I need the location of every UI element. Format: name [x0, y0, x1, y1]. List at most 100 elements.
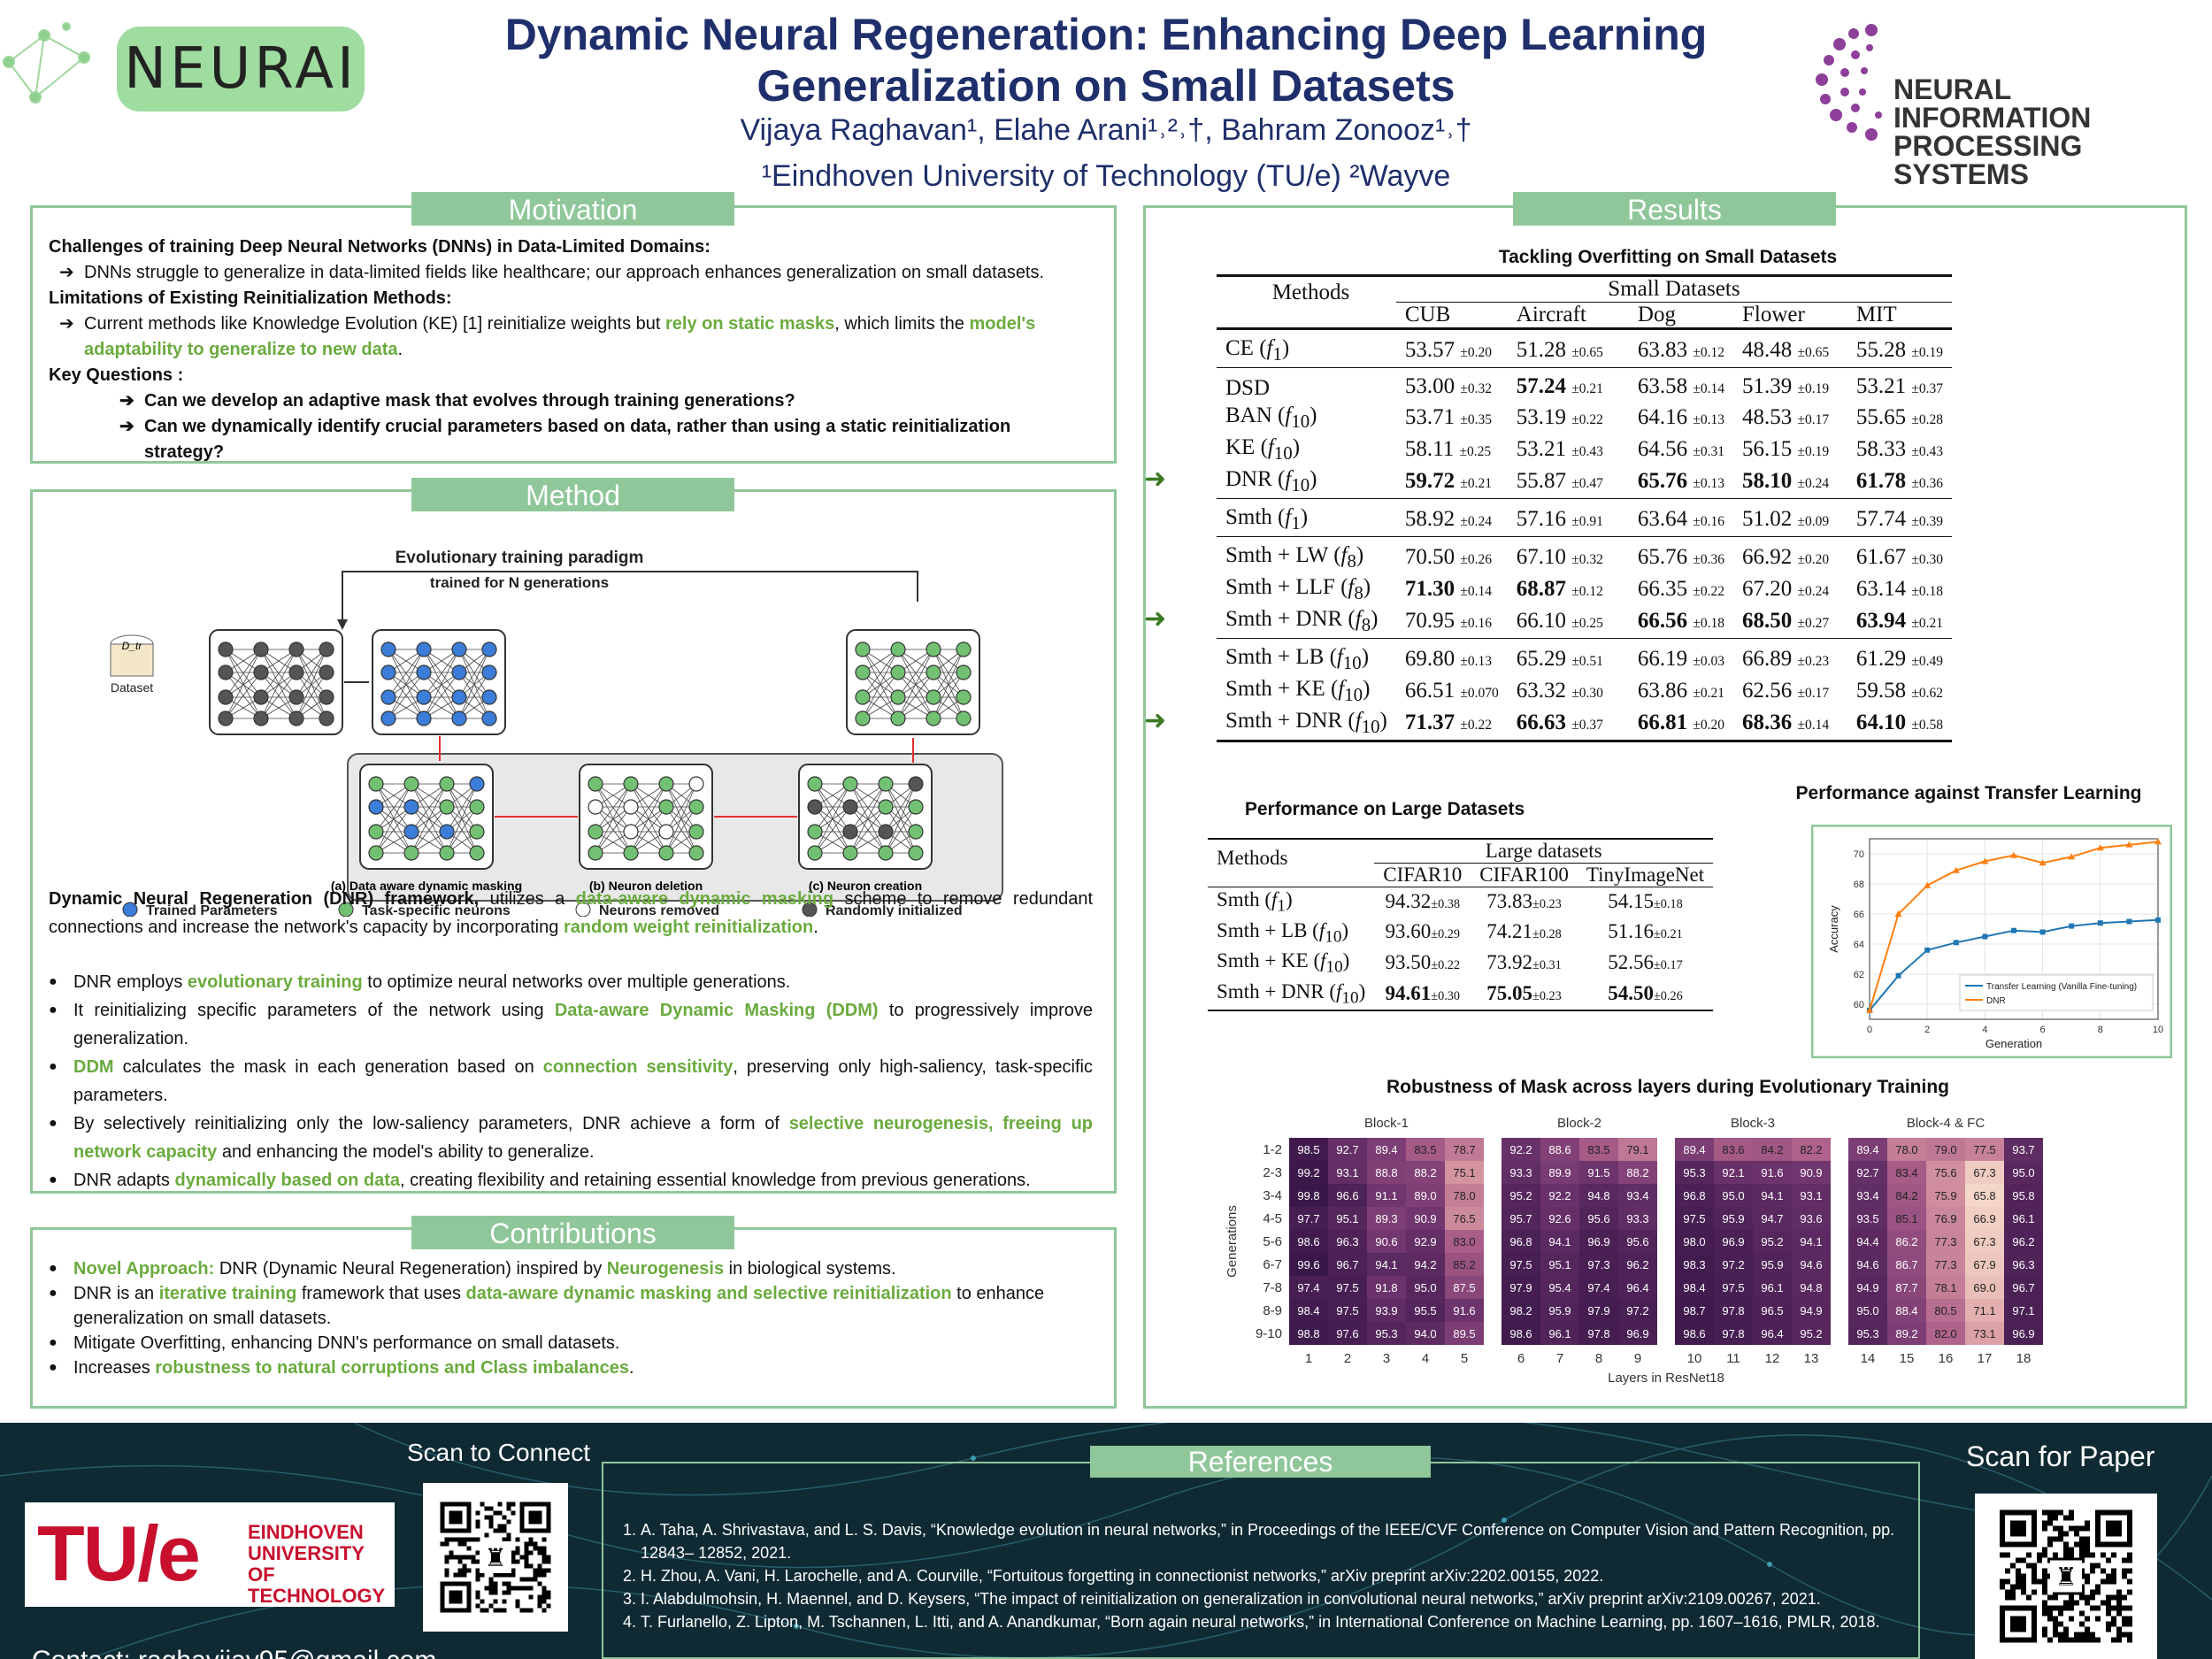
heatmap-cell: [1289, 1276, 1328, 1299]
qr-module: [2005, 1578, 2010, 1585]
neuron: [658, 799, 674, 815]
qr-module: [537, 1581, 542, 1586]
qr-module: [528, 1563, 534, 1569]
layer-tick: 17: [1978, 1351, 1993, 1366]
qr-module: [2085, 1600, 2090, 1606]
contact-email[interactable]: Contact: raghavijay95@gmail.com: [32, 1646, 436, 1659]
connect-qr-code[interactable]: ♜: [423, 1483, 568, 1632]
t2-row: Smth (f1) 94.32±0.38 73.83±0.23 54.15±0.18: [1208, 886, 1714, 918]
heatmap-cell: [1367, 1207, 1406, 1230]
t1-cell: 66.10 ±0.25: [1516, 608, 1603, 633]
qr-module: [537, 1594, 542, 1600]
t1-col-header: Flower: [1742, 303, 1805, 326]
qr-module: [537, 1603, 542, 1609]
qr-module: [475, 1524, 480, 1529]
qr-module: [2000, 1584, 2005, 1590]
heatmap-cell: [1714, 1299, 1753, 1322]
qr-module: [541, 1599, 547, 1604]
heatmap-cell: [1406, 1161, 1445, 1184]
paper-qr-code[interactable]: ♜: [1975, 1494, 2157, 1659]
neuron: [416, 664, 432, 680]
heatmap-cell: [1502, 1253, 1540, 1276]
neuron: [451, 641, 467, 657]
neuron: [319, 710, 334, 726]
neuron: [890, 664, 906, 680]
neuron: [319, 664, 334, 680]
qr-module: [493, 1586, 498, 1591]
cell-value: 77.5: [1973, 1143, 1995, 1156]
heatmap-cell: [1289, 1253, 1328, 1276]
heatmap-cell: [1367, 1230, 1406, 1253]
t1-method: Smth + LLF (f8): [1225, 575, 1371, 603]
heatmap-cell: [1792, 1322, 1831, 1345]
qr-module: [466, 1546, 472, 1551]
t1-col-header: Aircraft: [1516, 303, 1586, 326]
cell-value: 88.8: [1375, 1166, 1397, 1179]
qr-module: [546, 1555, 551, 1560]
layer-tick: 10: [1687, 1351, 1702, 1366]
heatmap-cell: [1926, 1184, 1965, 1207]
heatmap-cell: [1965, 1322, 2004, 1345]
cell-value: 94.8: [1800, 1281, 1822, 1294]
layer-tick: 5: [1461, 1351, 1468, 1366]
t1-cell: 53.21 ±0.37: [1847, 367, 1952, 403]
cell-value: 97.5: [1683, 1212, 1705, 1225]
method-bullet: It reinitializing specific parameters of…: [49, 996, 1093, 1053]
row-label: 2-3: [1263, 1165, 1282, 1180]
heatmap-cell: [1618, 1230, 1657, 1253]
motivation-heading-limitations: Limitations of Existing Reinitialization…: [49, 288, 452, 308]
qr-module: [488, 1586, 494, 1591]
qr-module: [488, 1524, 494, 1529]
initial-network: [209, 629, 343, 735]
cell-value: 97.5: [1509, 1258, 1532, 1271]
t1-cell: 61.29 ±0.49: [1847, 638, 1952, 676]
qr-module: [2111, 1568, 2116, 1574]
layer-tick: 6: [1517, 1351, 1525, 1366]
neuron: [623, 845, 639, 861]
qr-module: [2053, 1594, 2058, 1601]
qr-module: [502, 1590, 507, 1595]
qr-module: [541, 1555, 547, 1560]
cell-value: 96.2: [1626, 1258, 1648, 1271]
cell-value: 89.4: [1683, 1143, 1705, 1156]
qr-module: [2032, 1573, 2037, 1579]
cell-value: 95.7: [1509, 1212, 1532, 1225]
cell-value: 95.4: [1548, 1281, 1571, 1294]
qr-module: [546, 1559, 551, 1564]
qr-module: [2101, 1578, 2106, 1585]
t1-col-header: MIT: [1855, 303, 1897, 326]
cell-value: 67.9: [1973, 1258, 1995, 1271]
qr-module: [515, 1559, 520, 1564]
chart-frame: [1811, 825, 2172, 1058]
cell-value: 95.2: [1761, 1235, 1783, 1248]
heatmap-cell: [1965, 1138, 2004, 1161]
x-tick-label: 4: [1982, 1025, 1987, 1035]
qr-module: [2122, 1568, 2127, 1574]
dataset-label: Dataset: [111, 680, 153, 695]
qr-module: [2032, 1578, 2037, 1585]
data-point: [1866, 1006, 1873, 1013]
block-label: Block-3: [1731, 1116, 1775, 1131]
cell-value: 98.3: [1683, 1258, 1705, 1271]
cell-value: 76.5: [1453, 1212, 1475, 1225]
neuron: [416, 641, 432, 657]
table1-caption: Tackling Overfitting on Small Datasets: [1498, 247, 1838, 267]
qr-module: [2047, 1536, 2053, 1542]
heatmap-cell: [1887, 1322, 1926, 1345]
qr-module: [519, 1555, 525, 1560]
neuron: [926, 641, 941, 657]
method-title: Method: [411, 478, 734, 511]
neuron: [890, 689, 906, 705]
qr-module: [515, 1537, 520, 1542]
dataset-icon: [110, 643, 154, 677]
heatmap-cell: [1848, 1322, 1887, 1345]
motivation-heading-challenges: Challenges of training Deep Neural Netwo…: [49, 237, 710, 257]
heatmap-cell: [1848, 1138, 1887, 1161]
qr-module: [506, 1581, 511, 1586]
cell-value: 97.8: [1722, 1327, 1744, 1340]
heatmap-cell: [1540, 1230, 1579, 1253]
feedback-arrow: [342, 571, 918, 623]
cell-value: 75.9: [1934, 1189, 1956, 1202]
qr-module: [528, 1550, 534, 1555]
cell-value: 94.4: [1856, 1235, 1878, 1248]
